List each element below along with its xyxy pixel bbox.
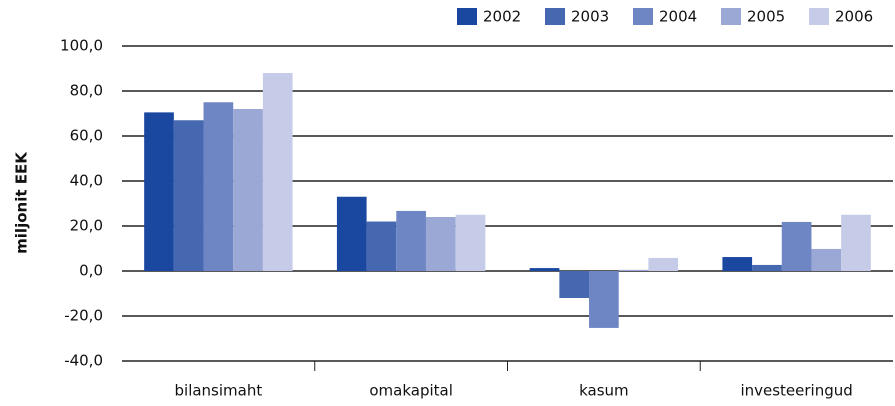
y-tick-label: 80,0 [70,82,103,100]
legend-swatch [809,8,829,25]
bar [396,210,426,271]
bar [589,271,619,328]
legend-swatch [633,8,653,25]
legend-label: 2004 [659,8,697,26]
legend-label: 2003 [571,8,609,26]
bar [144,112,174,271]
y-tick-label: 60,0 [70,127,103,145]
legend-swatch [721,8,741,25]
x-tick-label: investeeringud [740,382,852,400]
legend-label: 2005 [747,8,785,26]
bar [811,248,842,271]
legend-label: 2006 [835,8,873,26]
legend-swatch [545,8,565,25]
bar [455,214,486,271]
bar [781,221,812,271]
bar [752,264,782,271]
x-tick-label: bilansimaht [175,382,263,400]
bar [203,102,234,271]
x-tick-label: omakapital [369,382,453,400]
bar [529,268,560,271]
bar [336,196,367,271]
y-tick-label: 20,0 [70,217,103,235]
x-tick-label: kasum [579,382,629,400]
y-tick-label: 100,0 [60,37,103,55]
y-tick-label: 40,0 [70,172,103,190]
bar [841,214,871,271]
bar [366,221,397,271]
bar [425,217,456,271]
bar [559,271,590,298]
bar [173,120,204,271]
bar [618,269,649,271]
y-axis-label: miljonit EEK [13,151,31,254]
legend-swatch [457,8,477,25]
bar [722,257,753,271]
bar [648,257,679,271]
y-tick-label: -20,0 [64,307,103,325]
y-tick-label: 0,0 [79,262,103,280]
bar [262,73,293,271]
legend-label: 2002 [483,8,521,26]
y-tick-label: -40,0 [64,352,103,370]
bar [233,109,263,271]
